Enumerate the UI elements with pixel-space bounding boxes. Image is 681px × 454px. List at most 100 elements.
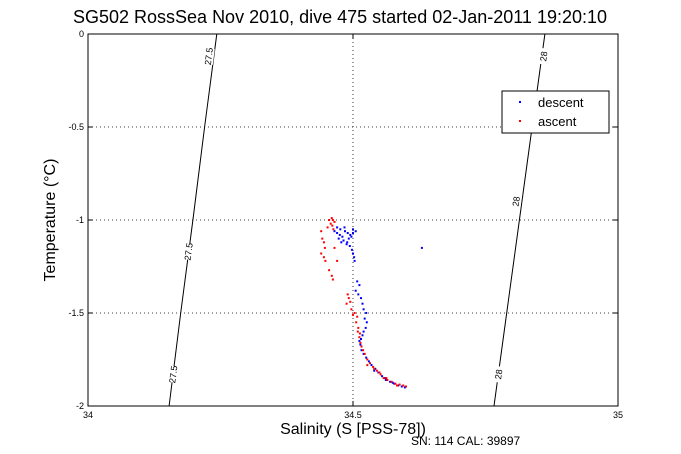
- x-tick-label: 35: [613, 410, 623, 420]
- point-ascent: [320, 230, 323, 233]
- point-ascent: [359, 341, 362, 344]
- contour-label: 28: [511, 196, 522, 207]
- footer-serial-calibration: SN: 114 CAL: 39897: [411, 434, 521, 448]
- point-ascent: [363, 352, 366, 355]
- point-descent: [339, 228, 342, 231]
- point-ascent: [386, 379, 389, 381]
- x-axis-ticks: 34 34.5 35: [83, 34, 623, 420]
- point-ascent: [336, 259, 339, 262]
- point-ascent: [402, 384, 405, 387]
- point-ascent: [331, 278, 334, 281]
- contour-label-bg: [202, 47, 215, 65]
- point-descent: [352, 252, 354, 255]
- point-ascent: [350, 308, 353, 311]
- point-ascent: [353, 312, 356, 314]
- point-ascent: [358, 332, 361, 335]
- point-descent: [358, 339, 361, 342]
- y-tick-label: -1: [76, 215, 84, 225]
- point-ascent: [324, 259, 327, 262]
- point-ascent: [369, 362, 371, 365]
- point-descent: [403, 386, 406, 389]
- point-ascent: [372, 365, 375, 368]
- point-ascent: [326, 226, 329, 229]
- point-descent: [343, 226, 346, 229]
- point-ascent: [330, 217, 333, 220]
- point-descent: [389, 380, 392, 383]
- contour-label-bg: [537, 47, 550, 65]
- point-descent: [361, 334, 364, 337]
- point-descent: [365, 321, 368, 324]
- point-ascent: [366, 358, 369, 361]
- point-ascent: [330, 274, 333, 277]
- point-descent: [374, 367, 377, 370]
- point-ascent: [405, 385, 407, 388]
- point-ascent: [357, 326, 360, 329]
- point-descent: [383, 377, 386, 380]
- contour-label-bg: [167, 365, 180, 383]
- point-ascent: [322, 241, 325, 244]
- contour-line-0: [168, 33, 218, 407]
- point-descent: [340, 241, 343, 244]
- data-points: [320, 217, 423, 389]
- point-descent: [365, 312, 368, 314]
- point-descent: [362, 352, 365, 355]
- legend-marker-ascent: [519, 120, 521, 122]
- contour-label: 27.5: [183, 242, 195, 261]
- x-axis-label: Salinity (S [PSS-78]): [280, 421, 426, 438]
- point-descent: [345, 243, 348, 246]
- point-descent: [356, 280, 359, 283]
- contour-label: 28: [538, 51, 549, 62]
- point-descent: [344, 230, 346, 233]
- point-descent: [338, 233, 341, 236]
- point-ascent: [321, 237, 324, 240]
- point-ascent: [385, 377, 388, 380]
- point-descent: [341, 235, 344, 238]
- point-descent: [350, 235, 353, 238]
- point-ascent: [360, 345, 363, 348]
- point-ascent: [375, 369, 378, 372]
- legend-label-descent: descent: [538, 95, 584, 110]
- point-ascent: [379, 373, 382, 376]
- point-ascent: [356, 315, 359, 318]
- point-ascent: [323, 246, 326, 249]
- point-descent: [391, 381, 394, 384]
- point-ascent: [328, 269, 331, 272]
- point-ascent: [398, 383, 401, 386]
- point-ascent: [346, 293, 349, 296]
- point-descent: [346, 232, 349, 234]
- point-ascent: [329, 222, 332, 225]
- x-tick-label: 34.5: [344, 410, 362, 420]
- point-descent: [362, 308, 365, 311]
- point-descent: [373, 369, 376, 372]
- point-descent: [347, 237, 350, 240]
- point-ascent: [349, 300, 352, 303]
- point-descent: [361, 302, 364, 305]
- y-tick-label: -0.5: [68, 122, 84, 132]
- point-descent: [377, 371, 380, 374]
- point-descent: [360, 297, 362, 300]
- point-descent: [362, 330, 365, 333]
- point-ascent: [333, 220, 336, 223]
- point-ascent: [394, 382, 397, 385]
- point-descent: [346, 241, 349, 244]
- point-ascent: [331, 219, 334, 221]
- point-ascent: [366, 364, 369, 367]
- legend-marker-descent: [519, 101, 521, 103]
- point-descent: [352, 228, 354, 231]
- point-ascent: [352, 313, 354, 316]
- point-descent: [337, 237, 340, 240]
- point-descent: [352, 232, 354, 234]
- point-ascent: [320, 252, 323, 255]
- point-ascent: [345, 302, 348, 305]
- point-ascent: [356, 330, 359, 333]
- point-descent: [370, 364, 373, 367]
- point-ascent: [355, 321, 358, 324]
- point-ascent: [328, 219, 331, 221]
- point-descent: [354, 230, 357, 233]
- point-ascent: [362, 349, 365, 352]
- point-descent: [364, 326, 367, 329]
- plot-area: 27.5 27.5 27.5 28 28 28: [87, 33, 619, 407]
- contour-label-bg: [510, 192, 523, 211]
- point-descent: [393, 382, 396, 385]
- point-descent: [360, 349, 363, 352]
